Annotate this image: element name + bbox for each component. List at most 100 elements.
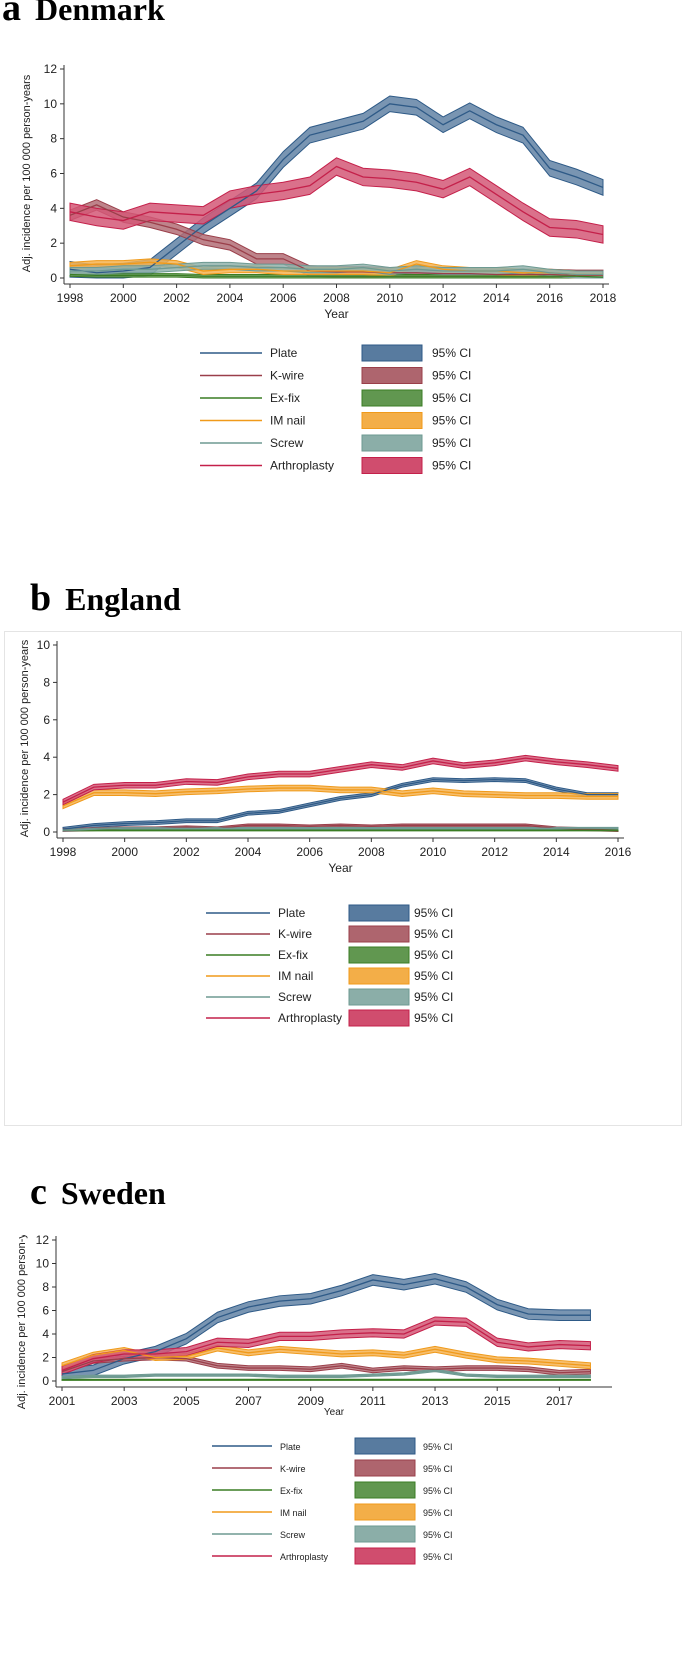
x-tick-label: 2002	[173, 845, 200, 859]
legend-ci-label: 95% CI	[423, 1530, 453, 1540]
y-tick-label: 8	[50, 132, 57, 146]
y-tick-label: 10	[44, 97, 58, 111]
panel-letter: b	[30, 577, 52, 619]
y-tick-label: 8	[42, 1280, 49, 1294]
chart-sweden: 0 2 4 6 8 10 12 2001 2003 2005 2007 2009 2011 2013 201…	[16, 1235, 612, 1565]
x-tick-label: 2012	[430, 291, 457, 305]
x-tick-label: 2001	[49, 1394, 76, 1408]
legend-ci-label: 95% CI	[432, 391, 471, 405]
x-tick-label: 2018	[590, 291, 617, 305]
legend-label-ex-fix: Ex-fix	[270, 391, 300, 405]
y-tick-label: 4	[50, 201, 57, 215]
legend-ci-label: 95% CI	[423, 1508, 453, 1518]
legend-label-plate: Plate	[270, 346, 298, 360]
series-line-screw	[61, 1369, 591, 1379]
y-tick-label: 6	[42, 1304, 49, 1318]
series-line-im-nail	[62, 787, 618, 807]
series-line-im-nail	[69, 261, 603, 276]
legend-label-k-wire: K-wire	[280, 1464, 306, 1474]
x-tick-label: 2008	[323, 291, 350, 305]
y-axis-label: Adj. incidence per 100 000 person-years	[19, 640, 31, 837]
legend-ci-swatch-plate	[361, 344, 423, 362]
legend-label-im-nail: IM nail	[270, 414, 305, 428]
legend-label-arthroplasty: Arthroplasty	[280, 1552, 329, 1562]
x-tick-label: 2008	[358, 845, 385, 859]
legend-ci-swatch-k-wire	[354, 1459, 416, 1477]
legend-ci-label: 95% CI	[432, 346, 471, 360]
legend-ci-swatch-arthroplasty	[354, 1547, 416, 1565]
x-tick-label: 2016	[536, 291, 563, 305]
legend-ci-label: 95% CI	[432, 459, 471, 473]
legend-label-plate: Plate	[280, 1442, 301, 1452]
ci-band-screw	[61, 1368, 591, 1380]
legend-label-arthroplasty: Arthroplasty	[278, 1011, 342, 1025]
series-line-screw	[70, 265, 603, 276]
ci-band-arthroplasty	[61, 1316, 591, 1376]
y-tick-label: 2	[50, 236, 57, 250]
series-line-plate	[61, 1278, 591, 1375]
legend-ci-swatch-k-wire	[348, 925, 410, 943]
x-tick-label: 2005	[173, 1394, 200, 1408]
x-tick-label: 2010	[420, 845, 447, 859]
x-tick-label: 2002	[163, 291, 190, 305]
legend-ci-swatch-im-nail	[348, 967, 410, 985]
x-axis-label: Year	[324, 307, 348, 321]
legend-ci-swatch-screw	[354, 1525, 416, 1543]
x-tick-label: 2006	[270, 291, 297, 305]
panel-country: England	[65, 581, 181, 617]
x-tick-label: 2000	[111, 845, 138, 859]
panel-country: Denmark	[35, 0, 165, 27]
legend-label-ex-fix: Ex-fix	[278, 948, 308, 962]
y-tick-label: 2	[43, 788, 50, 802]
legend-ci-swatch-arthroplasty	[361, 457, 423, 474]
legend-ci-label: 95% CI	[432, 414, 471, 428]
x-tick-label: 2012	[481, 845, 508, 859]
y-tick-label: 4	[43, 750, 50, 764]
legend-ci-swatch-im-nail	[354, 1503, 416, 1521]
series-line-arthroplasty	[62, 757, 619, 803]
series-line-plate	[62, 778, 618, 830]
y-tick-label: 4	[42, 1327, 49, 1341]
legend-ci-label: 95% CI	[423, 1486, 453, 1496]
y-tick-label: 0	[42, 1374, 49, 1388]
chart-england: 0 2 4 6 8 10 1998 2000 2002 2004 2006 2008 2010 2012 2…	[19, 640, 632, 1027]
x-tick-label: 2004	[235, 845, 262, 859]
x-tick-label: 2017	[546, 1394, 573, 1408]
legend-label-screw: Screw	[278, 990, 312, 1004]
y-tick-label: 12	[36, 1235, 50, 1247]
y-tick-label: 10	[36, 1257, 50, 1271]
series-line-arthroplasty	[69, 165, 604, 236]
x-tick-label: 2011	[360, 1394, 386, 1408]
y-tick-label: 6	[43, 713, 50, 727]
legend-ci-swatch-screw	[361, 434, 423, 452]
legend-label-ex-fix: Ex-fix	[280, 1486, 303, 1496]
legend-ci-swatch-ex-fix	[348, 946, 410, 964]
panel-title-denmark: a Denmark	[2, 0, 165, 30]
legend-ci-label: 95% CI	[432, 369, 471, 383]
x-tick-label: 2015	[484, 1394, 511, 1408]
legend-label-screw: Screw	[280, 1530, 306, 1540]
legend-label-screw: Screw	[270, 436, 304, 450]
y-tick-label: 8	[43, 675, 50, 689]
x-tick-label: 2014	[543, 845, 570, 859]
series-line-k-wire	[69, 204, 603, 277]
legend-ci-label: 95% CI	[423, 1442, 453, 1452]
y-tick-label: 0	[43, 825, 50, 839]
legend-ci-label: 95% CI	[432, 436, 471, 450]
legend-label-im-nail: IM nail	[278, 969, 313, 983]
series-line-arthroplasty	[61, 1320, 591, 1372]
ci-band-im-nail	[61, 1344, 591, 1370]
chart-denmark: 0 2 4 6 8 10 12 1998 2000 2002 2004 2006 2008 2010 201…	[21, 62, 617, 474]
legend-ci-label: 95% CI	[414, 948, 453, 962]
y-tick-label: 6	[50, 167, 57, 181]
y-tick-label: 12	[44, 62, 58, 76]
x-tick-label: 2009	[297, 1394, 324, 1408]
legend-ci-label: 95% CI	[414, 906, 453, 920]
legend-ci-label: 95% CI	[414, 1011, 453, 1025]
x-tick-label: 2004	[217, 291, 244, 305]
legend-ci-label: 95% CI	[414, 927, 453, 941]
legend-ci-label: 95% CI	[414, 990, 453, 1004]
y-axis-label: Adj. incidence per 100 000 person-years	[21, 74, 33, 272]
legend-ci-swatch-screw	[348, 988, 410, 1006]
legend-label-arthroplasty: Arthroplasty	[270, 459, 334, 473]
